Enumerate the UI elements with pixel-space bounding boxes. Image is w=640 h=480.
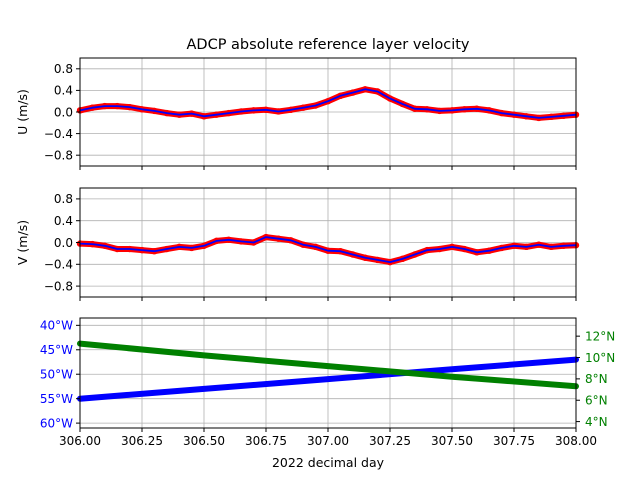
chart-title: ADCP absolute reference layer velocity xyxy=(186,37,469,53)
smoothed-series-line xyxy=(79,236,577,264)
x-tick-label: 307.75 xyxy=(493,434,535,448)
y-tick-label: 0.8 xyxy=(54,192,73,206)
y-tick-label: 0.4 xyxy=(54,84,73,98)
latitude-series-line xyxy=(77,340,579,390)
u-velocity-panel: −0.8 −0.4 0.0 0.4 0.8 U (m/s) xyxy=(15,57,580,170)
y-tick-label: −0.4 xyxy=(44,127,73,141)
x-tick-label: 308.00 xyxy=(555,434,597,448)
position-panel: 306.00 306.25 306.50 306.75 307.00 307.25 307.… xyxy=(40,317,615,448)
y-tick-label: −0.4 xyxy=(44,258,73,272)
x-tick-label: 306.75 xyxy=(245,434,287,448)
x-axis-label: 2022 decimal day xyxy=(272,455,385,470)
right-y-tick-label: 12°N xyxy=(585,329,615,343)
longitude-series-line xyxy=(77,356,579,402)
y-tick-label: 45°W xyxy=(40,343,73,357)
x-tick-label: 306.00 xyxy=(59,434,101,448)
y-axis-label: V (m/s) xyxy=(15,220,30,265)
y-tick-label: −0.8 xyxy=(44,149,73,163)
v-velocity-panel: −0.8 −0.4 0.0 0.4 0.8 V (m/s) xyxy=(15,187,580,301)
y-tick-label: 40°W xyxy=(40,319,73,333)
x-tick-label: 307.50 xyxy=(431,434,473,448)
y-tick-label: −0.8 xyxy=(44,279,73,293)
right-y-tick-label: 4°N xyxy=(585,415,608,429)
y-tick-label: 50°W xyxy=(40,368,73,382)
smoothed-series-line xyxy=(79,88,577,119)
x-tick-label: 307.25 xyxy=(369,434,411,448)
x-tick-label: 306.50 xyxy=(183,434,225,448)
y-tick-label: 0.0 xyxy=(54,105,73,119)
right-y-tick-label: 8°N xyxy=(585,372,608,386)
x-tick-label: 307.00 xyxy=(307,434,349,448)
y-tick-label: 60°W xyxy=(40,416,73,430)
y-tick-label: 0.0 xyxy=(54,236,73,250)
y-tick-label: 0.4 xyxy=(54,214,73,228)
y-tick-label: 55°W xyxy=(40,392,73,406)
y-tick-label: 0.8 xyxy=(54,62,73,76)
y-axis-label: U (m/s) xyxy=(15,89,30,135)
x-tick-label: 306.25 xyxy=(121,434,163,448)
right-y-tick-label: 10°N xyxy=(585,351,615,365)
right-y-tick-label: 6°N xyxy=(585,394,608,408)
